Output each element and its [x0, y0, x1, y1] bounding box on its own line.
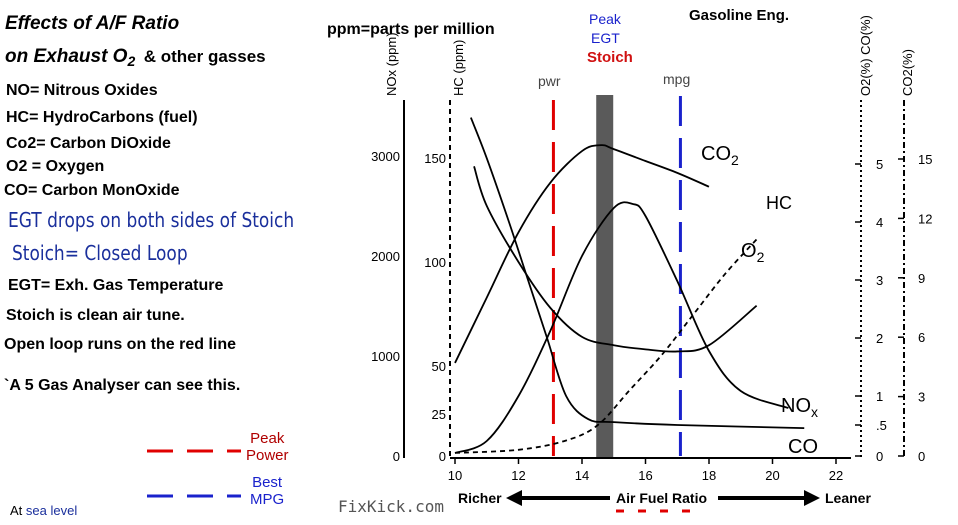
note-co: CO= Carbon MonOxide	[4, 182, 180, 199]
hc-axis-label: HC (ppm)	[451, 40, 466, 96]
title-line2-sub: 2	[127, 53, 136, 69]
co2-series-line	[454, 144, 710, 364]
co2-axis-label: CO2(%)	[900, 49, 915, 96]
x-tick-label: 14	[575, 468, 589, 483]
sea-level-prefix: At	[10, 503, 23, 518]
o2-co-tick-label: 4	[876, 215, 883, 230]
nox-series-line	[454, 201, 789, 454]
note-egt-def: EGT= Exh. Gas Temperature	[8, 277, 224, 294]
hc-series-label: HC	[766, 193, 792, 213]
co-series-label: CO	[788, 436, 818, 458]
x-tick-label: 10	[448, 468, 462, 483]
legend-peak-line2: Power	[246, 447, 289, 464]
note-stoich-closed: Stoich= Closed Loop	[12, 241, 188, 265]
co2-tick-label: 9	[918, 271, 925, 286]
note-o2: O2 = Oxygen	[6, 158, 105, 175]
x-tick-label: 22	[829, 468, 843, 483]
note-egt-drops: EGT drops on both sides of Stoich	[8, 208, 295, 232]
pwr-label: pwr	[538, 73, 561, 89]
hc-tick-label: 100	[424, 255, 446, 270]
o2-co-axis-label: O2(%) CO(%)	[858, 15, 873, 96]
co2-tick-label: 15	[918, 152, 932, 167]
hc-tick-label: 0	[439, 449, 446, 464]
stoich-band	[596, 95, 614, 457]
o2-co-tick-label: 3	[876, 273, 883, 288]
sea-level-note: At sea level	[10, 503, 77, 518]
stoich-egt-label: EGT	[591, 30, 620, 46]
co2-tick-label: 6	[918, 330, 925, 345]
legend-best-mpg: Best MPG	[250, 474, 284, 508]
x-tick-label: 12	[511, 468, 525, 483]
series-group	[454, 117, 805, 454]
nox-tick-label: 3000	[371, 149, 400, 164]
hc-tick-group: 0 25 50 100 150	[424, 151, 446, 464]
sea-level-text: sea level	[25, 503, 78, 518]
nox-tick-label: 1000	[371, 349, 400, 364]
co-series-line	[470, 117, 805, 429]
co2-tick-group: 0 3 6 9 12 15	[898, 152, 932, 464]
left-arrow-head	[506, 490, 522, 506]
x-tick-group: 10 12 14 16 18 20 22	[448, 458, 843, 483]
o2-series-label: O2	[741, 240, 765, 265]
x-tick-label: 20	[765, 468, 779, 483]
stoich-label: Stoich	[587, 49, 633, 66]
hc-series-line	[473, 166, 758, 353]
nox-series-label: NOx	[781, 395, 818, 420]
title-line1: Effects of A/F Ratio	[5, 13, 180, 34]
note-stoich-clean: Stoich is clean air tune.	[6, 307, 185, 324]
co2-series-label: CO2	[701, 143, 739, 168]
stoich-peak-label: Peak	[589, 11, 622, 27]
legend-mpg-line2: MPG	[250, 491, 285, 508]
note-analyser: `A 5 Gas Analyser can see this.	[4, 377, 241, 394]
x-tick-label: 18	[702, 468, 716, 483]
o2-co-tick-label: 0	[876, 449, 883, 464]
title-line2-main: on Exhaust O	[5, 46, 128, 67]
title-line2: on Exhaust O2 & other gasses	[5, 46, 266, 69]
x-axis-label: Air Fuel Ratio	[616, 490, 707, 506]
mpg-label: mpg	[663, 71, 690, 87]
nox-tick-group: 0 1000 2000 3000	[371, 149, 400, 464]
engine-label: Gasoline Eng.	[689, 7, 790, 24]
nox-axis-label: NOx (ppm)	[384, 32, 399, 96]
watermark: FixKick.com	[338, 497, 444, 516]
co2-tick-label: 0	[918, 449, 925, 464]
legend-peak-line1: Peak	[250, 430, 285, 447]
nox-tick-label: 0	[393, 449, 400, 464]
note-open-loop: Open loop runs on the red line	[4, 336, 237, 353]
hc-tick-label: 50	[432, 359, 446, 374]
note-hc: HC= HydroCarbons (fuel)	[6, 109, 198, 126]
o2-co-tick-label: 2	[876, 331, 883, 346]
note-co2: Co2= Carbon DiOxide	[6, 135, 171, 152]
note-no: NO= Nitrous Oxides	[6, 82, 158, 99]
o2-co-tick-label: .5	[876, 418, 887, 433]
title-line2-rest: & other gasses	[143, 47, 266, 66]
legend-peak-power: Peak Power	[246, 430, 289, 464]
legend-mpg-line1: Best	[252, 474, 283, 491]
o2-co-tick-label: 1	[876, 389, 883, 404]
hc-tick-label: 25	[432, 407, 446, 422]
o2-co-tick-label: 5	[876, 157, 883, 172]
ppm-note: ppm=parts per million	[327, 21, 495, 38]
o2-co-tick-group: 0 .5 1 2 3 4 5	[855, 157, 887, 464]
right-arrow-head	[804, 490, 820, 506]
nox-tick-label: 2000	[371, 249, 400, 264]
x-left-label: Richer	[458, 490, 502, 506]
hc-tick-label: 150	[424, 151, 446, 166]
co2-tick-label: 3	[918, 390, 925, 405]
co2-tick-label: 12	[918, 211, 932, 226]
x-right-label: Leaner	[825, 490, 871, 506]
x-tick-label: 16	[638, 468, 652, 483]
